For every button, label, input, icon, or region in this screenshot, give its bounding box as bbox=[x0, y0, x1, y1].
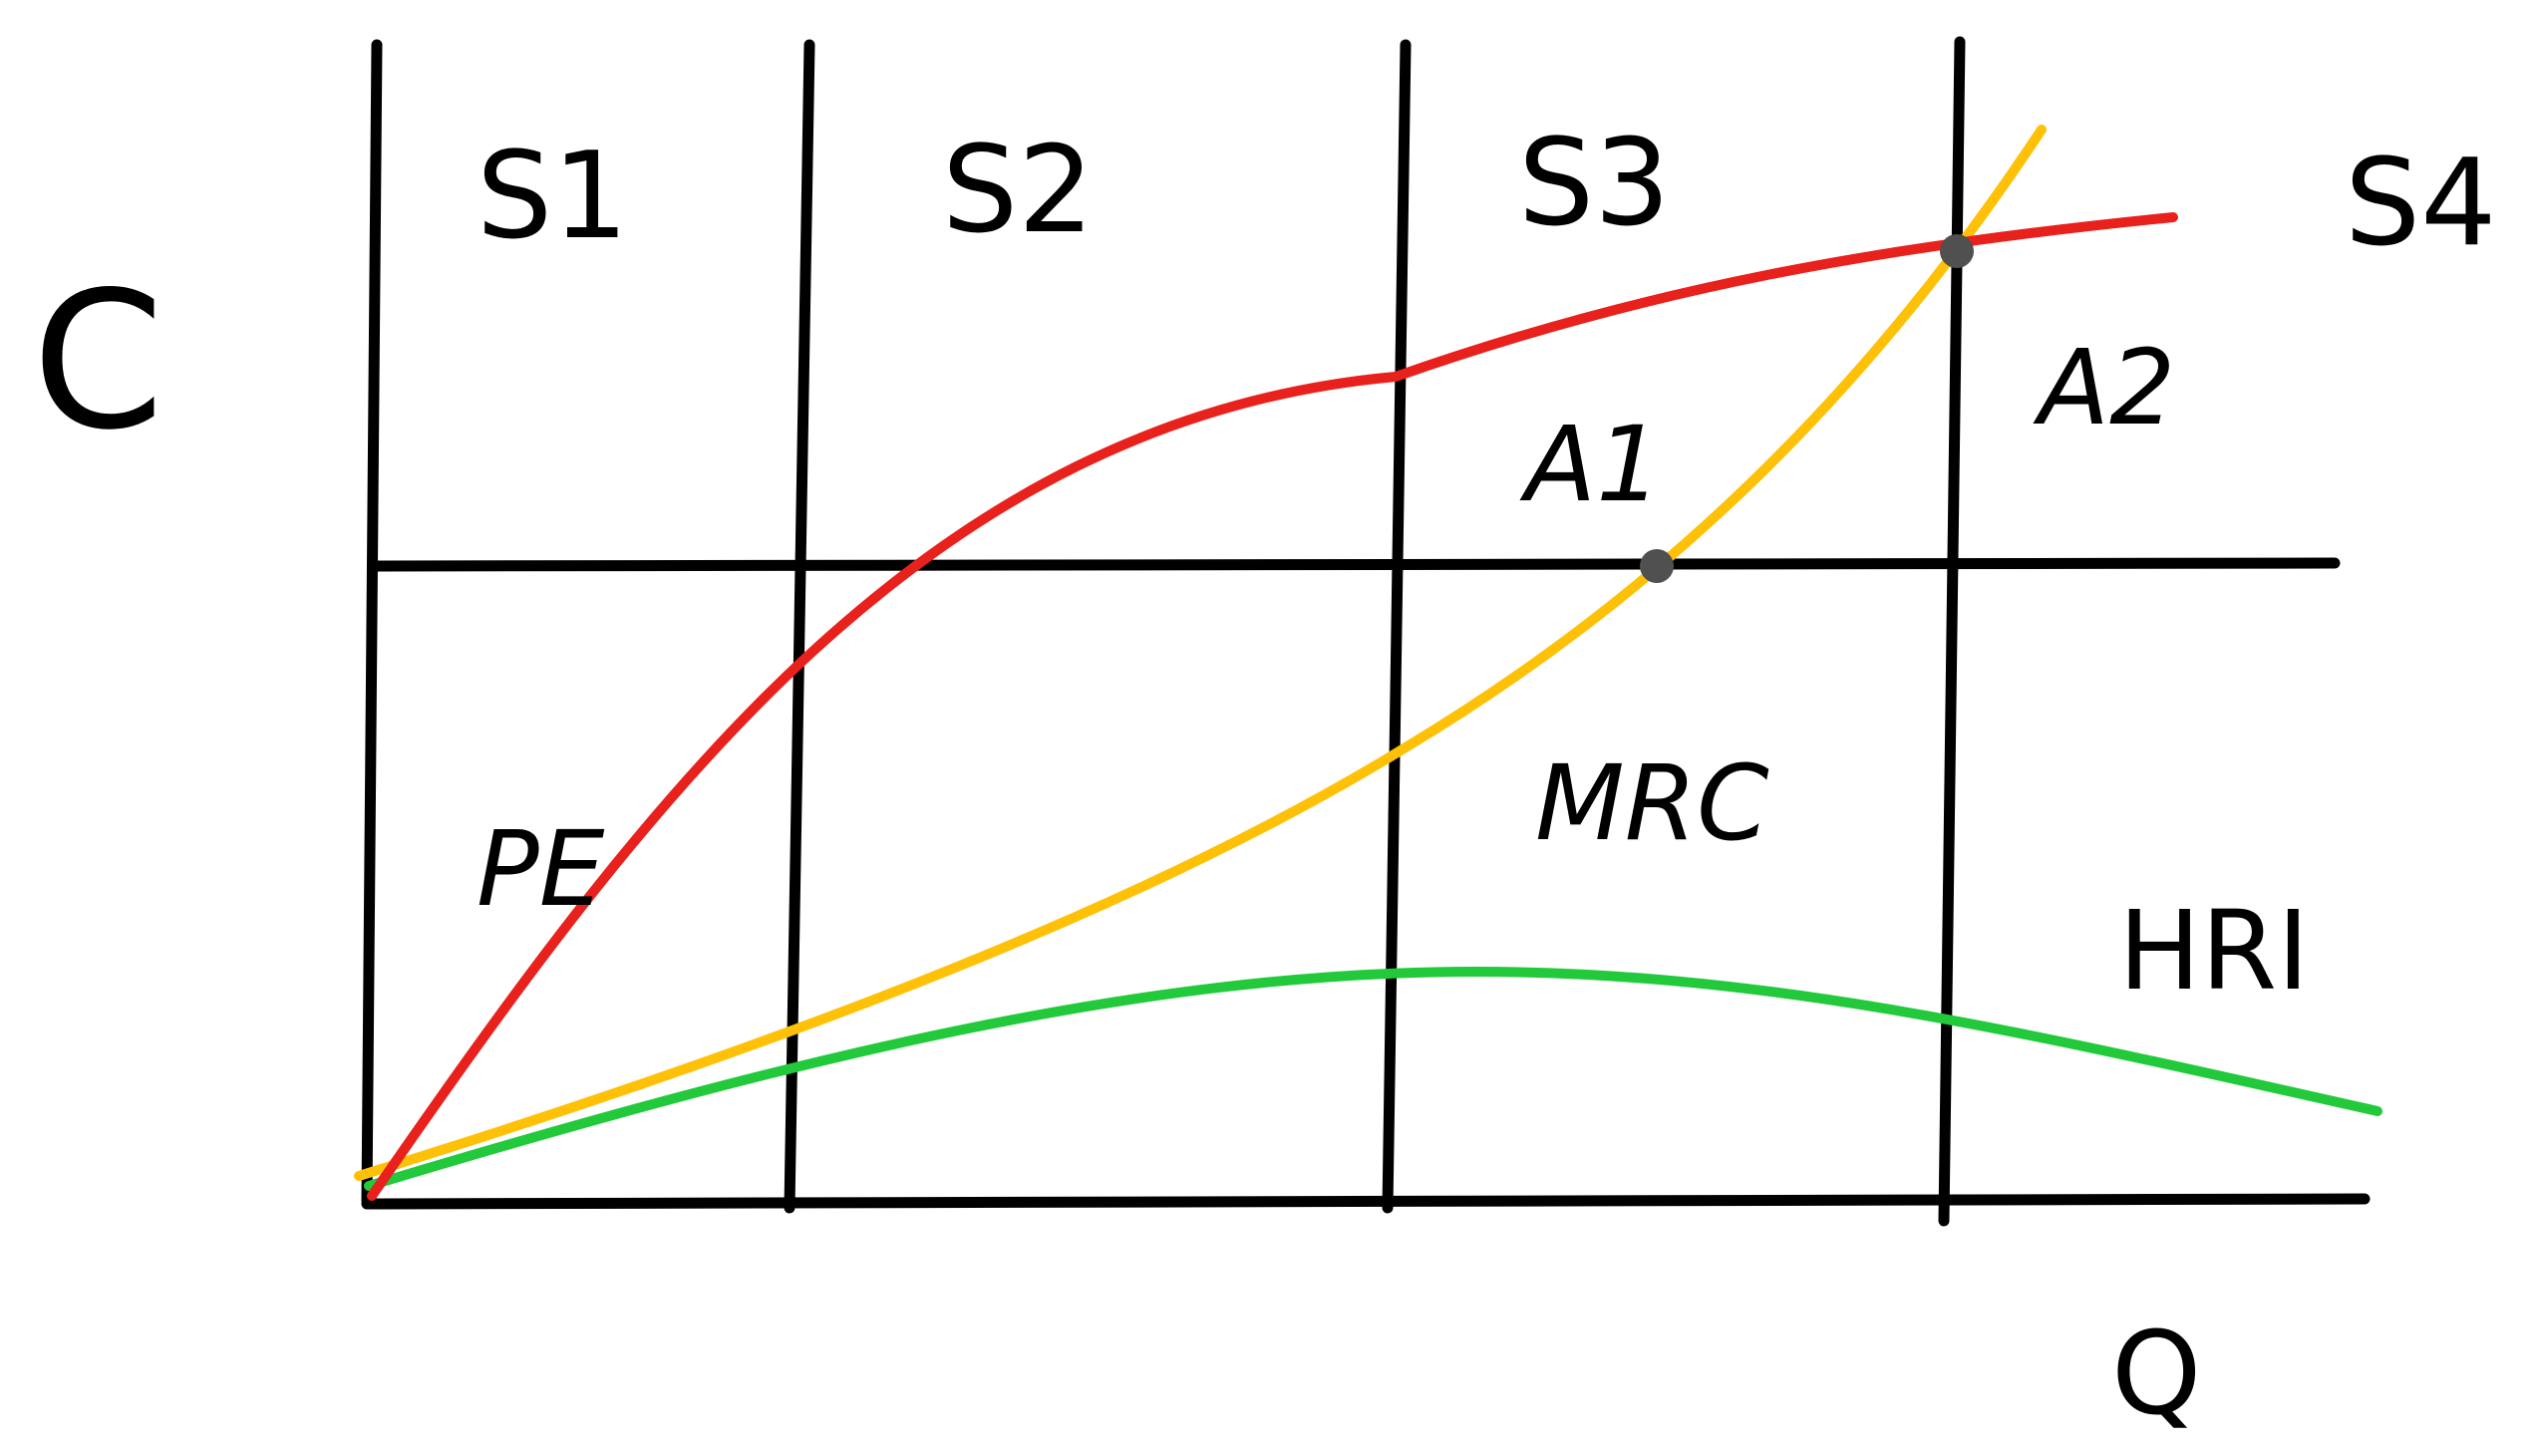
x-axis-line bbox=[361, 1193, 2371, 1210]
point-a2-marker bbox=[1940, 234, 1974, 268]
stage-label-s4: S4 bbox=[2345, 135, 2497, 273]
stage-label-s2: S2 bbox=[942, 122, 1095, 260]
y-axis-label: C bbox=[32, 251, 164, 471]
y-axis-line bbox=[361, 39, 383, 1207]
x-axis-label: Q bbox=[2111, 1308, 2202, 1441]
hri-curve bbox=[364, 966, 2382, 1191]
point-a1-label: A1 bbox=[1519, 404, 1662, 525]
mrc-curve-label: MRC bbox=[1535, 742, 1769, 864]
stage-label-s3: S3 bbox=[1518, 115, 1671, 253]
point-a2-label: A2 bbox=[2033, 327, 2175, 448]
point-a1-marker bbox=[1640, 549, 1674, 583]
hri-curve-label: HRI bbox=[2118, 887, 2310, 1015]
pe-curve bbox=[367, 212, 2178, 1201]
stage-divider-s2-s3 bbox=[1382, 39, 1412, 1214]
stage-divider-s3-s4 bbox=[1938, 36, 1966, 1227]
stage-divider-s1-s2 bbox=[784, 39, 815, 1214]
pe-curve-label: PE bbox=[476, 808, 605, 930]
threshold-line bbox=[371, 557, 2341, 572]
stage-label-s1: S1 bbox=[476, 128, 629, 266]
mrc-curve bbox=[354, 125, 2047, 1181]
